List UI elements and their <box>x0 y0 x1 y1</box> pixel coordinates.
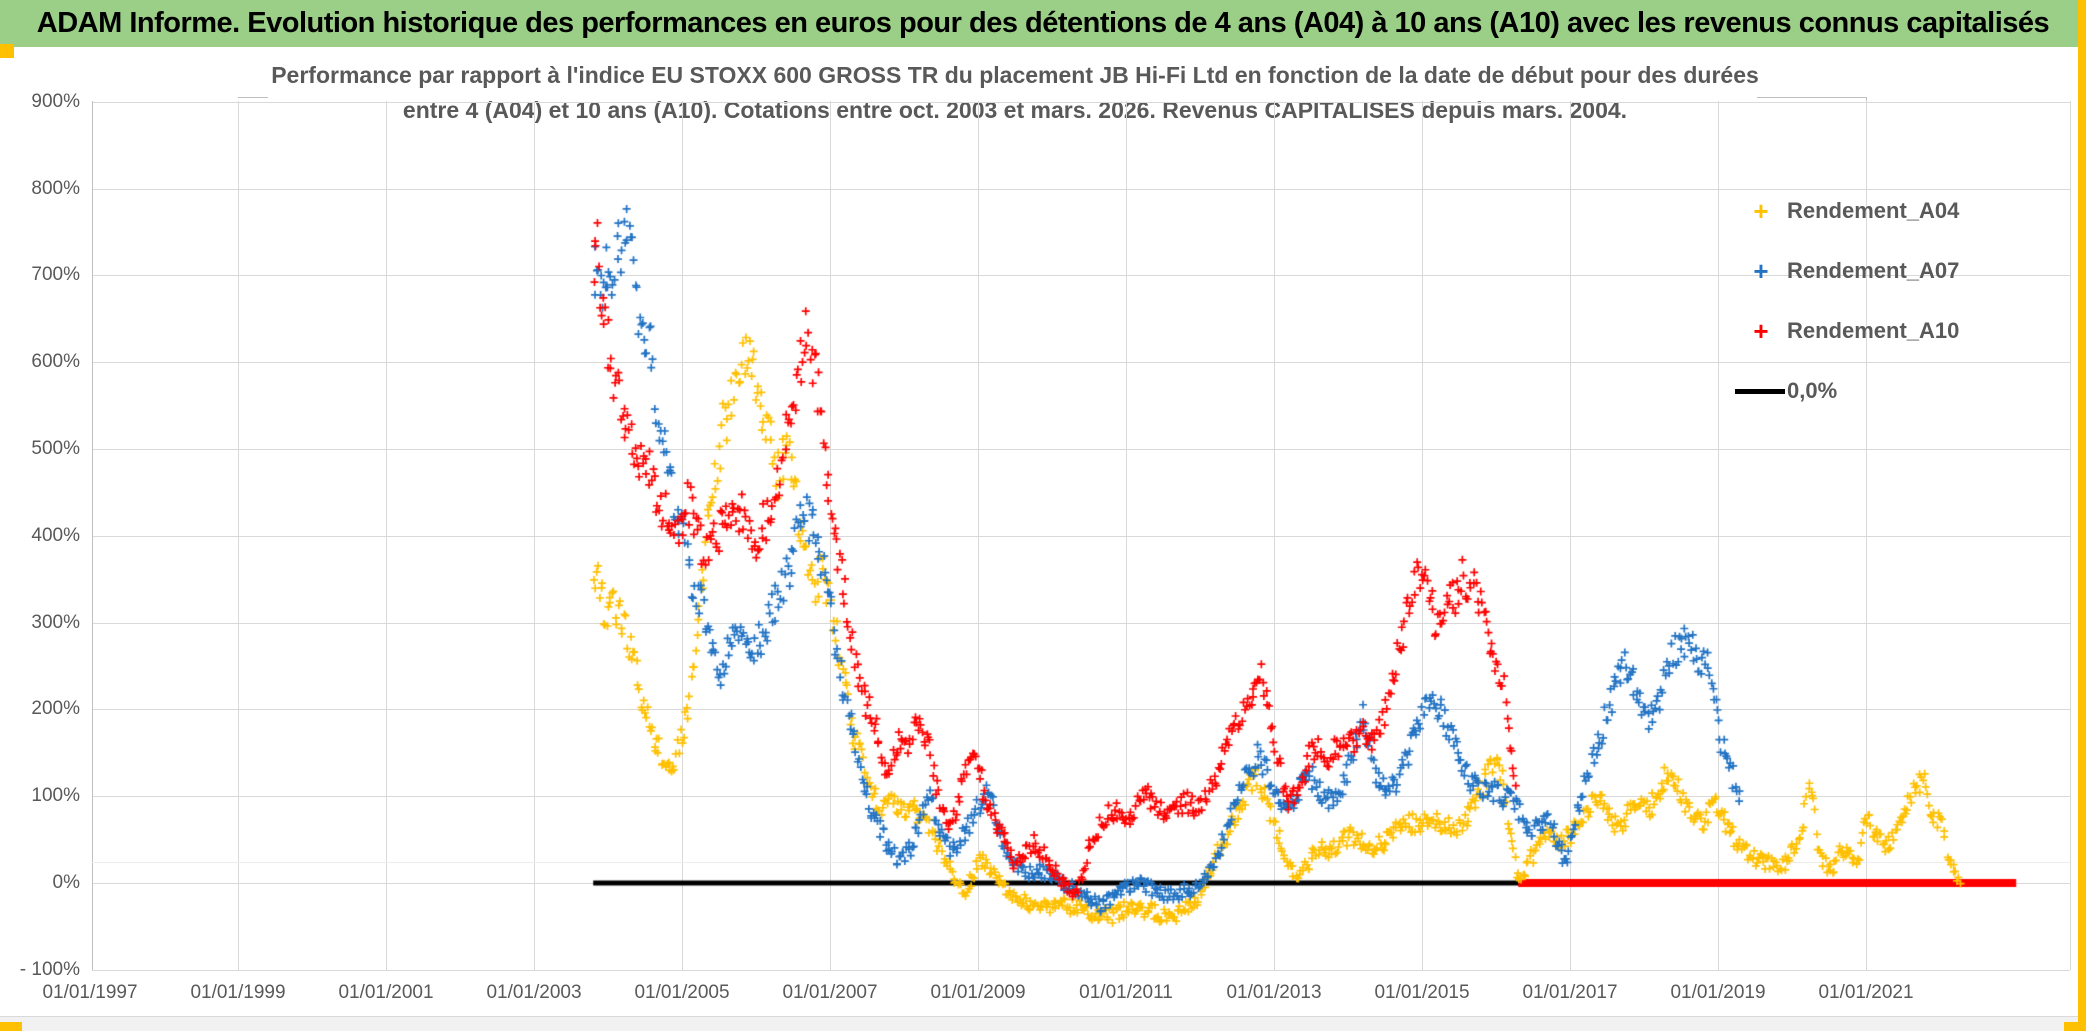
gold-sliver-left <box>0 44 14 58</box>
legend-item-rendement-a04[interactable]: + Rendement_A04 <box>1735 196 1959 226</box>
legend-plus-marker-icon: + <box>1753 196 1769 226</box>
gridline-800 <box>92 188 2070 190</box>
y-tick-label: 900% <box>31 90 80 112</box>
x-tick-label: 01/01/2017 <box>1522 982 1618 1003</box>
minor-reference-line <box>92 862 2070 863</box>
x-tick-label: 01/01/2007 <box>782 982 878 1003</box>
gridline-2001 <box>386 101 387 970</box>
gridline-900 <box>92 101 2070 103</box>
y-tick-label: 800% <box>31 177 80 199</box>
gridline-500 <box>92 449 2070 450</box>
legend-plus-marker-icon: + <box>1753 316 1769 346</box>
y-tick-label: 700% <box>31 264 80 286</box>
x-tick-label: 01/01/1997 <box>42 982 138 1003</box>
y-tick-label: 600% <box>31 351 80 373</box>
gold-corner-bottom-left <box>0 1022 22 1031</box>
gridline-2015 <box>1422 101 1423 970</box>
legend-item-0-0-[interactable]: 0,0% <box>1735 376 1837 406</box>
y-tick-label: - 100% <box>19 958 80 980</box>
gridline-600 <box>92 362 2070 364</box>
x-tick-label: 01/01/2015 <box>1374 982 1470 1003</box>
y-tick-label: 300% <box>31 611 80 633</box>
page-title: ADAM Informe. Evolution historique des p… <box>36 7 2050 39</box>
gridline-2007 <box>830 101 831 970</box>
y-tick-label: 500% <box>31 438 80 459</box>
x-tick-label: 01/01/2003 <box>486 982 582 1003</box>
plot-right-border <box>2070 101 2071 970</box>
gridline--100 <box>92 969 2070 971</box>
x-tick-label: 01/01/2019 <box>1670 982 1766 1003</box>
sheet-bottom-strip <box>0 1016 2086 1031</box>
gridline-2011 <box>1126 101 1127 970</box>
subtitle-connector-left <box>238 97 268 98</box>
gold-corner-bottom-right <box>2064 1022 2086 1031</box>
chart-subtitle: Performance par rapport à l'indice EU ST… <box>150 58 1880 128</box>
legend-label: Rendement_A10 <box>1787 318 1960 343</box>
gridline-400 <box>92 535 2070 537</box>
y-tick-label: 400% <box>31 524 80 546</box>
gridline-2019 <box>1718 101 1719 970</box>
gridline-200 <box>92 709 2070 711</box>
gridline-1999 <box>238 101 239 970</box>
legend-item-rendement-a07[interactable]: + Rendement_A07 <box>1735 256 1959 286</box>
x-tick-label: 01/01/2009 <box>930 982 1026 1003</box>
gridline-2017 <box>1570 101 1571 970</box>
legend-zero-line-swatch <box>1735 388 1785 394</box>
gold-border-right <box>2078 0 2086 1031</box>
chart-subtitle-line2: entre 4 (A04) et 10 ans (A10). Cotations… <box>402 97 1628 123</box>
legend-label: 0,0% <box>1787 378 1838 403</box>
gridline-2013 <box>1274 101 1275 970</box>
gridline-2009 <box>978 101 979 970</box>
y-tick-label: 100% <box>31 785 80 807</box>
gridline-2021 <box>1866 101 1867 970</box>
y-axis-line <box>92 101 93 970</box>
legend-item-rendement-a10[interactable]: + Rendement_A10 <box>1735 316 1959 346</box>
y-tick-label: 200% <box>31 698 80 720</box>
x-tick-label: 01/01/2011 <box>1079 982 1173 1003</box>
legend-plus-marker-icon: + <box>1753 256 1769 286</box>
x-tick-label: 01/01/2013 <box>1226 982 1322 1003</box>
x-tick-label: 01/01/1999 <box>190 982 286 1003</box>
x-tick-label: 01/01/2005 <box>634 982 730 1003</box>
gridline-0 <box>92 883 2070 884</box>
gridline-300 <box>92 622 2070 624</box>
y-tick-label: 0% <box>52 872 80 893</box>
gridline-2005 <box>682 101 683 970</box>
gridline-100 <box>92 796 2070 798</box>
subtitle-connector-right <box>1757 97 1866 98</box>
legend-label: Rendement_A07 <box>1787 258 1960 283</box>
legend-label: Rendement_A04 <box>1787 198 1960 223</box>
title-bar: ADAM Informe. Evolution historique des p… <box>0 0 2086 47</box>
x-tick-label: 01/01/2001 <box>338 982 434 1003</box>
gridline-2003 <box>534 101 535 970</box>
chart-subtitle-line1: Performance par rapport à l'indice EU ST… <box>271 62 1759 88</box>
x-tick-label: 01/01/2021 <box>1818 982 1914 1003</box>
